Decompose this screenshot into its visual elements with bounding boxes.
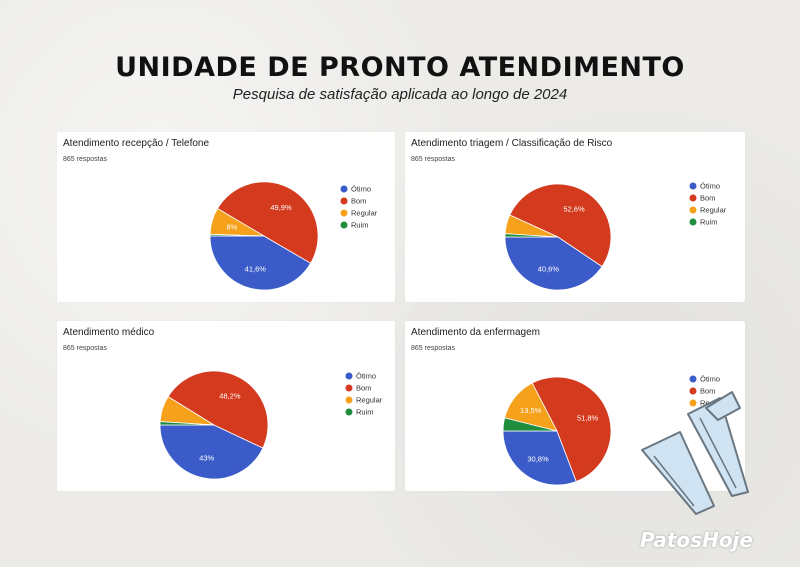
legend-label-bom: Bom xyxy=(351,197,366,206)
pie-slice-bom xyxy=(509,183,612,268)
slice-label-regular: 8% xyxy=(226,223,237,232)
legend-swatch-regular xyxy=(340,209,348,217)
legend-swatch-bom xyxy=(345,384,353,392)
slice-label-otimo: 43% xyxy=(199,454,214,463)
legend-label-bom: Bom xyxy=(700,194,715,203)
legend-label-bom: Bom xyxy=(356,384,371,393)
chart-title: Atendimento da enfermagem xyxy=(411,327,540,338)
watermark-logo: PatosHoje xyxy=(640,528,753,552)
chart-card-medico: Atendimento médico 865 respostas 43% 48,2… xyxy=(57,321,395,491)
legend-label-otimo: Ótimo xyxy=(700,182,720,191)
response-count: 865 respostas xyxy=(411,345,455,352)
legend-label-otimo: Ótimo xyxy=(351,185,371,194)
legend-swatch-bom xyxy=(689,387,697,395)
page-title: UNIDADE DE PRONTO ATENDIMENTO xyxy=(115,52,685,83)
legend-swatch-ruim xyxy=(340,221,348,229)
chart-title: Atendimento recepção / Telefone xyxy=(63,138,210,149)
legend-label-regular: Regular xyxy=(351,209,378,218)
pie-slice-bom xyxy=(167,370,269,449)
legend-swatch-bom xyxy=(340,197,348,205)
slice-label-bom: 49,9% xyxy=(270,203,292,212)
pie-slice-ruim xyxy=(159,421,215,426)
chart-card-recepcao: Atendimento recepção / Telefone 865 resp… xyxy=(57,132,395,302)
pie-slice-otimo xyxy=(159,424,264,480)
pie-slice-otimo xyxy=(504,236,603,291)
pie-chart: 41,6% 49,9% 8% Ótimo Bom Regular Ruim xyxy=(209,181,378,291)
pie-slice-otimo xyxy=(209,235,312,291)
pie-slice-bom xyxy=(531,376,612,482)
slice-label-bom: 52,6% xyxy=(563,204,585,213)
chart-title: Atendimento triagem / Classificação de R… xyxy=(411,138,613,149)
slice-label-regular: 13,5% xyxy=(520,406,542,415)
swim-fins-illustration xyxy=(641,391,749,515)
pie-slice-ruim xyxy=(502,417,558,432)
legend-label-regular: Regular xyxy=(356,396,383,405)
legend-swatch-regular xyxy=(345,396,353,404)
slice-label-otimo: 30,8% xyxy=(527,455,549,464)
response-count: 865 respostas xyxy=(411,156,455,163)
legend-label-ruim: Ruim xyxy=(700,218,718,227)
pie-chart: 43% 48,2% Ótimo Bom Regular Ruim xyxy=(159,370,383,480)
pie-chart: 40,6% 52,6% Ótimo Bom Regular Ruim xyxy=(504,182,727,291)
legend-label-regular: Regular xyxy=(700,206,727,215)
pie-slice-bom xyxy=(216,181,319,264)
legend-swatch-otimo xyxy=(340,185,348,193)
pie-slice-ruim xyxy=(504,233,559,238)
page-subtitle: Pesquisa de satisfação aplicada ao longo… xyxy=(232,86,568,103)
slice-label-bom: 48,2% xyxy=(219,392,241,401)
slice-label-otimo: 40,6% xyxy=(538,264,560,273)
legend-swatch-bom xyxy=(689,194,697,202)
legend-label-bom: Bom xyxy=(700,387,715,396)
response-count: 865 respostas xyxy=(63,156,107,163)
legend-swatch-otimo xyxy=(689,182,697,190)
legend-swatch-otimo xyxy=(689,375,697,383)
legend-label-ruim: Ruim xyxy=(356,408,374,417)
response-count: 865 respostas xyxy=(63,345,107,352)
slice-label-bom: 51,8% xyxy=(577,413,599,422)
slice-label-otimo: 41,6% xyxy=(245,264,267,273)
legend-swatch-ruim xyxy=(345,408,353,416)
pie-slice-ruim xyxy=(209,233,265,237)
legend-swatch-regular xyxy=(689,206,697,214)
legend-label-otimo: Ótimo xyxy=(700,375,720,384)
pie-slice-otimo xyxy=(502,430,577,486)
legend-swatch-otimo xyxy=(345,372,353,380)
chart-card-triagem: Atendimento triagem / Classificação de R… xyxy=(405,132,745,302)
legend-label-otimo: Ótimo xyxy=(356,372,376,381)
chart-title: Atendimento médico xyxy=(63,327,155,338)
legend-swatch-regular xyxy=(689,399,697,407)
legend-label-ruim: Ruim xyxy=(351,221,369,230)
legend-swatch-ruim xyxy=(689,218,697,226)
